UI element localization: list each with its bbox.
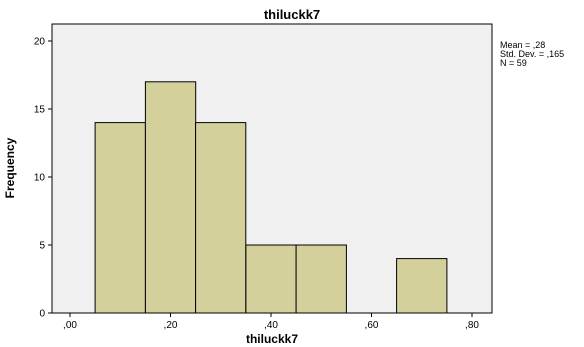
x-tick-label: ,60 — [365, 320, 379, 331]
histogram-bar — [295, 244, 347, 314]
y-tick-label: 0 — [39, 309, 45, 320]
histogram-bar — [94, 122, 146, 314]
y-tick-label: 20 — [34, 37, 46, 48]
y-tick-label: 10 — [34, 173, 46, 184]
histogram-bar — [144, 81, 197, 314]
histogram-bar — [396, 258, 448, 314]
y-tick-label: 5 — [39, 241, 45, 252]
x-axis-label: thiluckk7 — [246, 332, 298, 346]
stats-n: N = 59 — [500, 58, 527, 68]
y-tick-label: 15 — [34, 105, 46, 116]
stats-mean: Mean = ,28 — [500, 40, 545, 50]
x-axis-ticks: ,00 ,20 ,40 ,60 ,80 — [63, 313, 479, 331]
x-tick-label: ,80 — [465, 320, 479, 331]
chart-title: thiluckk7 — [264, 7, 320, 22]
x-tick-label: ,40 — [264, 320, 278, 331]
bars-group — [94, 81, 448, 314]
y-axis-label: Frequency — [3, 137, 17, 198]
stats-std-dev: Std. Dev. = ,165 — [500, 49, 564, 59]
x-tick-label: ,00 — [63, 320, 77, 331]
x-tick-label: ,20 — [164, 320, 178, 331]
histogram-bar — [195, 122, 247, 314]
y-axis-ticks: 0 5 10 15 20 — [34, 37, 52, 320]
histogram-bar — [245, 244, 297, 314]
